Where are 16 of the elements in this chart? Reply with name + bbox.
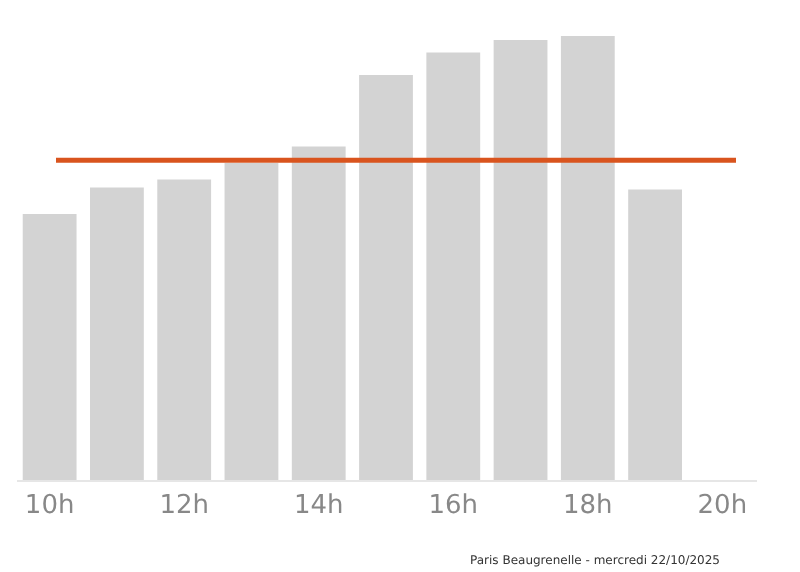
bar: [560, 36, 615, 480]
x-tick-label: 16h: [428, 491, 479, 521]
bar: [22, 214, 77, 480]
x-tick-label: 10h: [24, 491, 75, 521]
bar: [493, 40, 548, 480]
bar: [90, 187, 144, 480]
bar: [426, 52, 481, 480]
bar: [291, 146, 346, 480]
bar: [628, 189, 682, 480]
x-tick-label: 12h: [159, 491, 209, 521]
x-tick-label: 14h: [293, 491, 344, 521]
x-tick-label: 20h: [697, 491, 748, 521]
bar: [157, 179, 212, 480]
bar: [359, 75, 413, 480]
bar: [224, 162, 279, 480]
x-tick-label: 18h: [563, 491, 613, 521]
